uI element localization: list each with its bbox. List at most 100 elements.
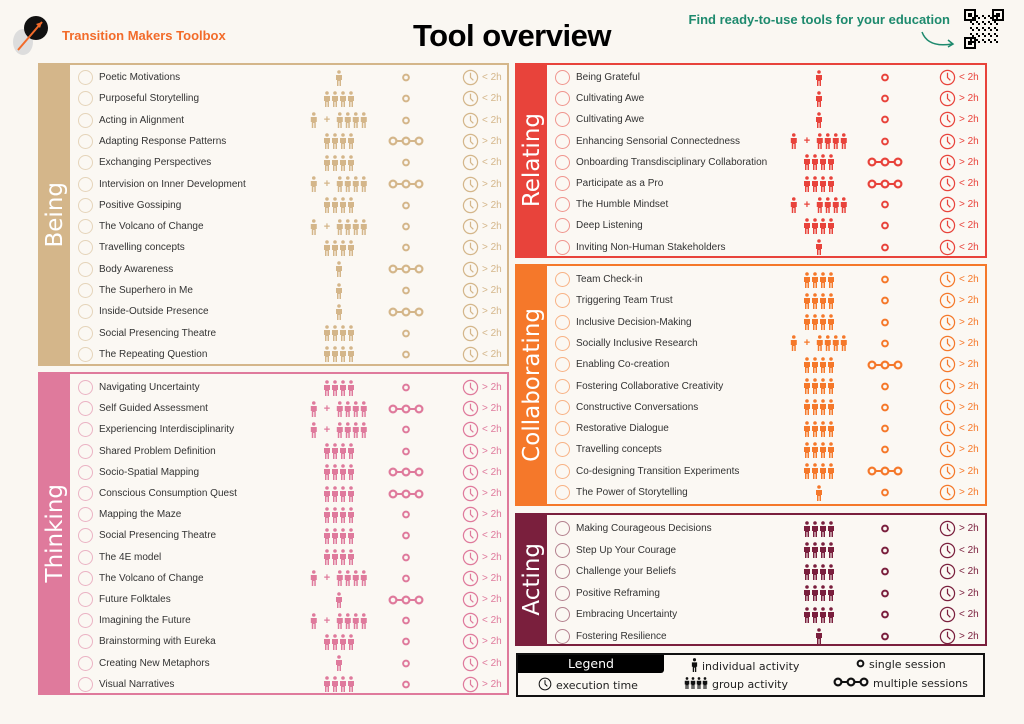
clock-icon	[939, 585, 956, 606]
tool-row[interactable]: Imagining the Future + < 2h	[70, 610, 507, 631]
tool-row[interactable]: Inclusive Decision-Making > 2h	[547, 312, 985, 333]
section-title: Acting	[519, 543, 545, 616]
tool-row[interactable]: Enhancing Sensorial Connectedness + > 2h	[547, 131, 985, 152]
execution-time: > 2h	[959, 523, 979, 534]
tool-row[interactable]: Body Awareness > 2h	[70, 259, 507, 280]
tool-row[interactable]: The Volcano of Change + > 2h	[70, 568, 507, 589]
tool-icon	[555, 463, 570, 479]
tool-row[interactable]: Fostering Collaborative Creativity > 2h	[547, 376, 985, 397]
tool-row[interactable]: Brainstorming with Eureka > 2h	[70, 631, 507, 652]
clock-icon	[939, 463, 956, 484]
qr-code[interactable]	[964, 9, 1004, 49]
single-session-icon	[881, 520, 890, 537]
tool-row[interactable]: Deep Listening < 2h	[547, 215, 985, 236]
tool-row[interactable]: Cultivating Awe > 2h	[547, 88, 985, 109]
tool-row[interactable]: The Repeating Question < 2h	[70, 344, 507, 365]
tool-row[interactable]: Adapting Response Patterns > 2h	[70, 131, 507, 152]
tool-row[interactable]: Team Check-in < 2h	[547, 269, 985, 290]
single-session-icon	[881, 271, 890, 288]
single-session-icon	[881, 111, 890, 128]
tool-row[interactable]: Step Up Your Courage < 2h	[547, 540, 985, 561]
group-activity-icon	[323, 506, 355, 523]
tool-row[interactable]: Positive Gossiping > 2h	[70, 195, 507, 216]
tool-row[interactable]: Constructive Conversations > 2h	[547, 397, 985, 418]
individual-activity-icon	[335, 282, 343, 299]
tool-row[interactable]: Travelling concepts > 2h	[70, 237, 507, 258]
tool-row[interactable]: Social Presencing Theatre < 2h	[70, 525, 507, 546]
tool-row[interactable]: Intervision on Inner Development + > 2h	[70, 174, 507, 195]
clock-icon	[939, 239, 956, 260]
group-activity-icon	[803, 542, 835, 559]
tool-row[interactable]: Participate as a Pro < 2h	[547, 173, 985, 194]
execution-time: < 2h	[959, 423, 979, 435]
tool-row[interactable]: Self Guided Assessment + > 2h	[70, 398, 507, 419]
tool-icon	[555, 293, 570, 309]
single-session-icon	[402, 379, 411, 396]
tool-icon	[555, 314, 570, 330]
clock-icon	[462, 485, 479, 506]
tool-row[interactable]: Cultivating Awe > 2h	[547, 109, 985, 130]
tool-row[interactable]: Conscious Consumption Quest > 2h	[70, 483, 507, 504]
section-label: Being	[40, 65, 70, 364]
tool-row[interactable]: Fostering Resilience > 2h	[547, 626, 985, 647]
single-session-icon	[402, 325, 411, 342]
individual-activity-icon	[335, 303, 343, 320]
tool-name: Embracing Uncertainty	[576, 609, 678, 620]
tool-row[interactable]: Creating New Metaphors < 2h	[70, 653, 507, 674]
tool-row[interactable]: Restorative Dialogue < 2h	[547, 418, 985, 439]
group-activity-icon	[323, 133, 355, 150]
tool-icon	[555, 112, 570, 128]
tool-row[interactable]: Future Folktales > 2h	[70, 589, 507, 610]
tool-row[interactable]: Acting in Alignment + < 2h	[70, 110, 507, 131]
tool-row[interactable]: Visual Narratives > 2h	[70, 674, 507, 695]
section-title: Collaborating	[519, 308, 545, 462]
tool-row[interactable]: Challenge your Beliefs < 2h	[547, 561, 985, 582]
execution-time: > 2h	[959, 337, 979, 349]
individual-and-group-activity-icon: +	[310, 570, 368, 587]
tool-row[interactable]: Embracing Uncertainty < 2h	[547, 604, 985, 625]
tool-row[interactable]: Being Grateful < 2h	[547, 67, 985, 88]
tool-row[interactable]: Inside-Outside Presence > 2h	[70, 301, 507, 322]
tool-row[interactable]: Onboarding Transdisciplinary Collaborati…	[547, 152, 985, 173]
tool-row[interactable]: The 4E model > 2h	[70, 547, 507, 568]
tool-icon	[78, 240, 93, 256]
tool-icon	[555, 564, 570, 579]
clock-icon	[462, 506, 479, 527]
single-session-icon	[402, 112, 411, 129]
tool-row[interactable]: Exchanging Perspectives < 2h	[70, 152, 507, 173]
tool-row[interactable]: Positive Reframing > 2h	[547, 583, 985, 604]
tool-row[interactable]: Co-designing Transition Experiments > 2h	[547, 461, 985, 482]
single-session-icon	[881, 239, 890, 256]
tool-row[interactable]: The Volcano of Change + > 2h	[70, 216, 507, 237]
tool-row[interactable]: Travelling concepts > 2h	[547, 439, 985, 460]
individual-activity-icon	[335, 261, 343, 278]
tool-row[interactable]: Social Presencing Theatre < 2h	[70, 323, 507, 344]
tool-row[interactable]: Socially Inclusive Research + > 2h	[547, 333, 985, 354]
group-activity-icon	[803, 606, 835, 623]
tool-row[interactable]: Navigating Uncertainty > 2h	[70, 377, 507, 398]
tool-row[interactable]: The Humble Mindset + > 2h	[547, 194, 985, 215]
tool-row[interactable]: Experiencing Interdisciplinarity + < 2h	[70, 419, 507, 440]
clock-icon	[939, 292, 956, 313]
tool-row[interactable]: Enabling Co-creation > 2h	[547, 354, 985, 375]
tool-row[interactable]: The Superhero in Me > 2h	[70, 280, 507, 301]
tool-row[interactable]: Mapping the Maze > 2h	[70, 504, 507, 525]
tool-row[interactable]: Shared Problem Definition > 2h	[70, 441, 507, 462]
single-session-icon	[881, 90, 890, 107]
tool-row[interactable]: Poetic Motivations < 2h	[70, 67, 507, 88]
group-activity-icon	[803, 154, 835, 171]
tool-row[interactable]: Making Courageous Decisions > 2h	[547, 518, 985, 539]
group-activity-icon	[803, 175, 835, 192]
tool-row[interactable]: Inviting Non-Human Stakeholders < 2h	[547, 237, 985, 258]
legend-execution: execution time	[556, 679, 638, 692]
tool-icon	[78, 283, 93, 298]
group-activity-icon	[323, 90, 355, 107]
tool-row[interactable]: Triggering Team Trust > 2h	[547, 290, 985, 311]
tool-name: Step Up Your Courage	[576, 544, 677, 556]
tool-row[interactable]: Purposeful Storytelling < 2h	[70, 88, 507, 109]
clock-icon	[939, 196, 956, 217]
execution-time: > 2h	[482, 306, 502, 318]
tool-row[interactable]: Socio-Spatial Mapping < 2h	[70, 462, 507, 483]
tool-row[interactable]: The Power of Storytelling > 2h	[547, 482, 985, 503]
group-activity-icon	[803, 520, 835, 537]
